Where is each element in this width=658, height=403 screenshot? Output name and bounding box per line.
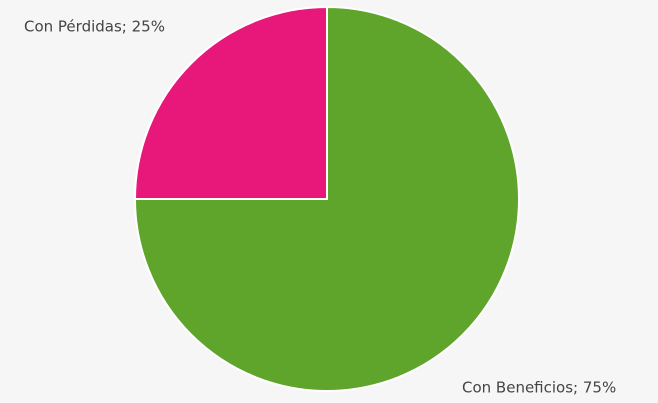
pie-slice: [133, 5, 328, 200]
pie-slice: [133, 5, 520, 392]
data-label: Con Pérdidas; 25%: [24, 18, 165, 36]
data-label: Con Beneficios; 75%: [462, 379, 616, 397]
